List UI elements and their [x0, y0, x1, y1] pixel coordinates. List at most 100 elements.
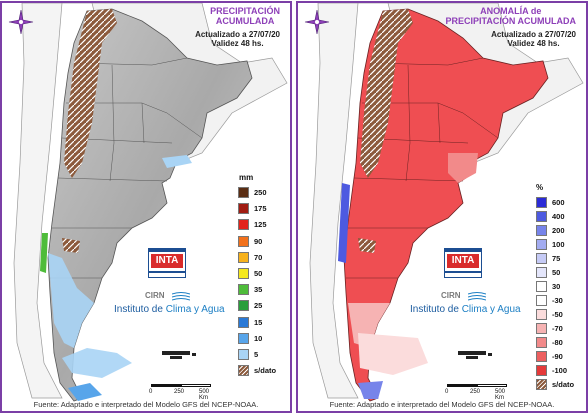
- institute-name: Instituto de Clima y Agua: [114, 304, 225, 315]
- legend-item: 600: [536, 197, 565, 208]
- legend-item: 35: [238, 284, 263, 296]
- legend-unit: mm: [239, 173, 254, 182]
- update-info: Actualizado a 27/07/20 Validez 48 hs.: [491, 30, 576, 48]
- legend-item: -100: [536, 365, 567, 376]
- legend-swatch: [238, 235, 249, 247]
- map-title: ANOMALÍA de PRECIPITACIÓN ACUMULADA: [445, 6, 577, 26]
- legend-label: 50: [552, 268, 561, 277]
- precipitation-map: [13, 3, 288, 402]
- legend-swatch: [238, 300, 249, 312]
- legend-swatch: [536, 337, 547, 348]
- legend-label: 50: [254, 269, 263, 278]
- argentina-shape: [47, 8, 253, 402]
- legend-label: 90: [254, 236, 263, 246]
- inta-logo: INTA: [148, 248, 186, 278]
- legend-swatch: [536, 253, 547, 264]
- precipitation-anomaly-panel: ANOMALÍA de PRECIPITACIÓN ACUMULADA Actu…: [296, 1, 588, 413]
- legend-item: 250: [238, 187, 267, 198]
- legend-swatch: [536, 211, 547, 222]
- legend-label: 400: [552, 212, 565, 221]
- legend-item: s/dato: [536, 379, 574, 390]
- legend-item: 15: [238, 316, 263, 328]
- cirn-label: CIRN: [145, 291, 165, 300]
- argentina-shape: [343, 8, 549, 402]
- legend-swatch: [238, 316, 249, 328]
- legend-item: 70: [238, 251, 263, 263]
- legend-item: 30: [536, 281, 560, 292]
- legend-label: 10: [254, 333, 263, 343]
- legend-label: 100: [552, 240, 565, 249]
- legend-label: 15: [254, 317, 263, 327]
- legend-item: s/dato: [238, 365, 277, 377]
- legend-label: -70: [552, 324, 563, 333]
- update-info: Actualizado a 27/07/20 Validez 48 hs.: [195, 30, 280, 48]
- legend-label: 200: [552, 226, 565, 235]
- legend-label: -90: [552, 352, 563, 361]
- legend-item: -30: [536, 295, 563, 306]
- legend-label: 70: [254, 252, 263, 262]
- legend-label: 75: [552, 254, 561, 263]
- accumulated-precipitation-panel: PRECIPITACIÓN ACUMULADA Actualizado a 27…: [0, 1, 292, 413]
- scale-bar: 0 250 500 Km: [147, 384, 217, 402]
- legend-swatch: [238, 187, 249, 198]
- legend-swatch: [238, 251, 249, 263]
- legend-item: 100: [536, 239, 565, 250]
- legend-swatch: [238, 203, 249, 215]
- legend-label: -30: [552, 296, 563, 305]
- legend-swatch: [536, 309, 547, 320]
- legend-label: 30: [552, 282, 561, 291]
- legend-label: 35: [254, 285, 263, 295]
- legend-swatch: [536, 365, 547, 376]
- legend-swatch: [536, 323, 547, 334]
- compass-rose-icon: [304, 9, 330, 35]
- legend-item: 10: [238, 332, 263, 344]
- legend-item: 25: [238, 300, 263, 312]
- legend-item: 175: [238, 203, 267, 215]
- legend-swatch: [536, 225, 547, 236]
- legend-label: 25: [254, 301, 263, 311]
- legend-label: 5: [254, 350, 259, 359]
- legend-swatch: [536, 295, 547, 306]
- legend-label: -100: [552, 366, 568, 375]
- source-footer: Fuente: Adaptado e interpretado del Mode…: [33, 400, 259, 409]
- legend-swatch: [238, 332, 249, 344]
- legend-unit: %: [536, 183, 544, 192]
- inta-logo: INTA: [444, 248, 482, 278]
- anomaly-map: [309, 3, 584, 402]
- legend-label: 600: [552, 198, 565, 207]
- legend-item: -70: [536, 323, 563, 334]
- legend-item: 90: [238, 235, 263, 247]
- legend-item: 200: [536, 225, 565, 236]
- legend-swatch: [536, 351, 547, 362]
- legend-swatch: [536, 197, 547, 208]
- legend-item: 50: [536, 267, 560, 278]
- legend-item: 50: [238, 268, 262, 279]
- map-title: PRECIPITACIÓN ACUMULADA: [210, 6, 280, 26]
- legend-swatch: [238, 219, 249, 231]
- cirn-label: CIRN: [441, 291, 461, 300]
- institute-name: Instituto de Clima y Agua: [410, 304, 521, 315]
- legend-item: -90: [536, 351, 563, 362]
- legend-item: 125: [238, 219, 267, 231]
- legend-swatch: [238, 268, 249, 279]
- legend-label: 250: [254, 188, 267, 197]
- compass-rose-icon: [8, 9, 34, 35]
- legend-label: 125: [254, 220, 267, 230]
- legend-swatch: [536, 239, 547, 250]
- cirn-wave-icon: [172, 292, 190, 301]
- legend-swatch: [536, 267, 547, 278]
- legend-swatch: [238, 365, 249, 377]
- legend-item: -80: [536, 337, 563, 348]
- legend-item: 5: [238, 349, 258, 360]
- legend-item: 400: [536, 211, 565, 222]
- legend-swatch: [536, 379, 547, 390]
- scale-bar: 0 250 500 Km: [443, 384, 513, 402]
- cirn-wave-icon: [468, 292, 486, 301]
- legend-item: 75: [536, 253, 560, 264]
- legend-swatch: [536, 281, 547, 292]
- legend-swatch: [238, 349, 249, 360]
- legend-label: s/dato: [254, 366, 277, 376]
- legend-item: -50: [536, 309, 563, 320]
- legend-label: s/dato: [552, 380, 575, 389]
- source-footer: Fuente: Adaptado e interpretado del Mode…: [329, 400, 555, 409]
